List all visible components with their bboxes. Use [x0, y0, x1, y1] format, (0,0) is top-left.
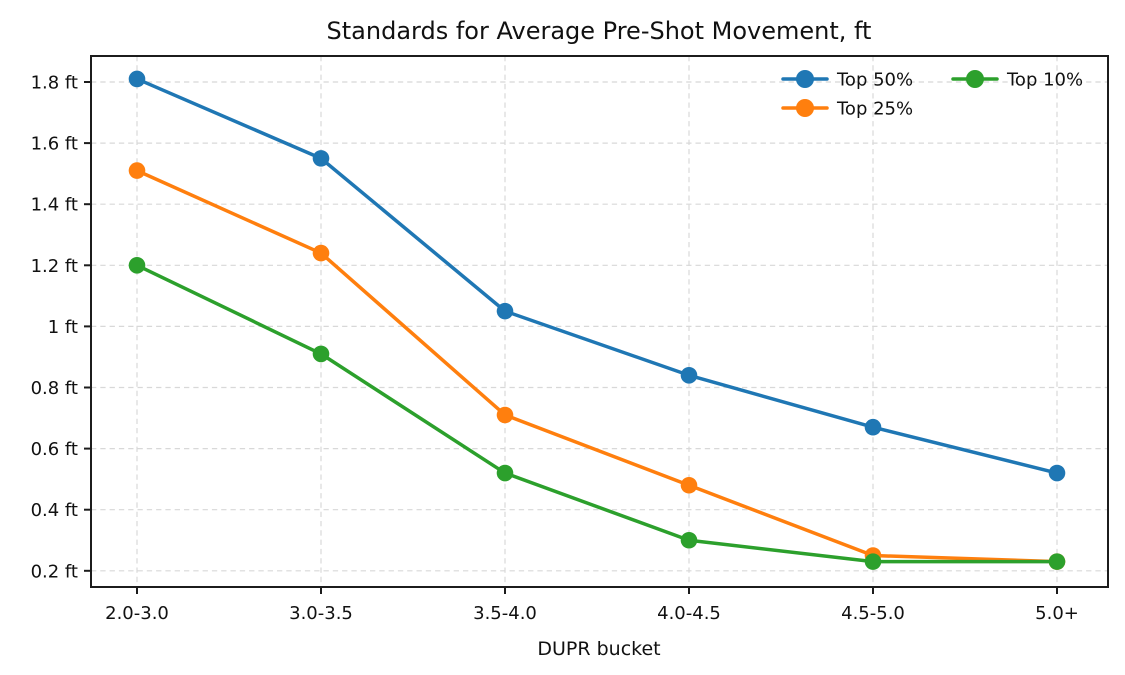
chart-title: Standards for Average Pre-Shot Movement,… [327, 17, 872, 45]
data-point-top-10-2-0-3-0 [128, 257, 146, 274]
series-line-top-50 [135, 77, 1059, 475]
x-tick-label-4-0-4-5: 4.0-4.5 [657, 603, 721, 624]
x-tick-label-3-5-4-0: 3.5-4.0 [473, 603, 537, 624]
data-point-top-50-3-0-3-5 [312, 150, 330, 167]
data-point-top-10-3-5-4-0 [496, 464, 514, 482]
series-layer [128, 70, 1066, 570]
data-point-top-50-3-5-4-0 [496, 302, 514, 320]
x-axis-label: DUPR bucket [537, 638, 660, 660]
series-top-50 [128, 70, 1066, 482]
y-tick-label: 0.4 ft [31, 500, 78, 521]
legend-label-top-50: Top 50% [836, 70, 913, 91]
axis-layer: 0.2 ft 0.4 ft 0.6 ft 0.8 ft 1 ft 1.2 ft 1.4 ft… [31, 55, 1109, 624]
y-tick-label: 1 ft [48, 317, 78, 338]
grid-layer [91, 56, 1108, 587]
data-point-top-10-3-0-3-5 [312, 345, 330, 363]
data-point-top-10-5-0 [1048, 553, 1066, 570]
data-point-top-25-3-0-3-5 [312, 244, 330, 262]
data-point-top-50-5-0 [1048, 464, 1066, 482]
axes-spines [90, 55, 1109, 588]
legend-item-top-50[interactable]: Top 50% [781, 70, 913, 91]
legend-marker-top-25 [796, 99, 814, 117]
legend-label-top-25: Top 25% [836, 99, 913, 120]
data-point-top-10-4-5-5-0 [864, 553, 882, 570]
legend: Top 50% Top 25% Top 10% [781, 70, 1083, 120]
y-tick-label: 1.4 ft [31, 195, 78, 216]
series-top-25 [128, 162, 1066, 570]
y-tick-label: 0.6 ft [31, 439, 78, 460]
y-tick-label: 1.2 ft [31, 256, 78, 277]
data-point-top-25-3-5-4-0 [496, 406, 514, 424]
legend-label-top-10: Top 10% [1006, 70, 1083, 91]
x-tick-label-5-0: 5.0+ [1035, 603, 1079, 624]
series-line-top-10 [135, 263, 1059, 564]
x-tick-label-3-0-3-5: 3.0-3.5 [289, 603, 353, 624]
legend-item-top-10[interactable]: Top 10% [951, 70, 1083, 91]
series-top-10 [128, 257, 1066, 570]
legend-item-top-25[interactable]: Top 25% [781, 99, 913, 120]
y-tick-label: 0.2 ft [31, 561, 78, 582]
series-line-top-25 [135, 168, 1059, 564]
legend-marker-top-50 [796, 70, 814, 88]
data-point-top-50-2-0-3-0 [128, 70, 146, 88]
x-tick-label-2-0-3-0: 2.0-3.0 [105, 603, 169, 624]
x-tick-label-4-5-5-0: 4.5-5.0 [841, 603, 905, 624]
y-tick-label: 0.8 ft [31, 378, 78, 399]
data-point-top-50-4-0-4-5 [680, 366, 698, 384]
data-point-top-10-4-0-4-5 [680, 531, 698, 549]
data-point-top-25-2-0-3-0 [128, 162, 146, 179]
legend-marker-top-10 [966, 70, 984, 88]
y-tick-label: 1.6 ft [31, 134, 78, 155]
data-point-top-50-4-5-5-0 [864, 418, 882, 436]
y-tick-label: 1.8 ft [31, 73, 78, 94]
data-point-top-25-4-0-4-5 [680, 476, 698, 494]
